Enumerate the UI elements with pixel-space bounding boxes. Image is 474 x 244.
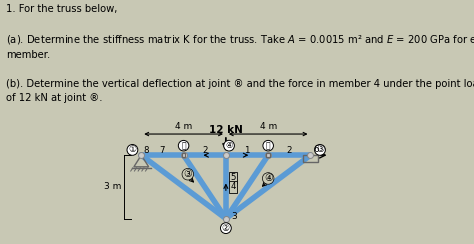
Text: ④: ④: [225, 141, 233, 150]
Bar: [182, 153, 185, 157]
Text: 3 m: 3 m: [104, 183, 121, 191]
Text: 2: 2: [202, 146, 208, 155]
Text: (a). Determine the stiffness matrix K for the truss. Take $A$ = 0.0015 m² and $E: (a). Determine the stiffness matrix K fo…: [6, 33, 474, 60]
Text: ③: ③: [316, 145, 324, 154]
Text: ①: ①: [128, 145, 137, 154]
Text: ④: ④: [264, 173, 273, 183]
Text: ②: ②: [222, 224, 230, 233]
Text: 3: 3: [231, 212, 237, 221]
Text: 4: 4: [230, 183, 236, 191]
Text: 1. For the truss below,: 1. For the truss below,: [6, 4, 117, 14]
Text: (b). Determine the vertical deflection at joint ® and the force in member 4 unde: (b). Determine the vertical deflection a…: [6, 79, 474, 103]
Text: 12 kN: 12 kN: [209, 124, 243, 134]
Text: ⑫: ⑫: [266, 141, 271, 150]
Text: 1: 1: [244, 146, 250, 155]
Bar: [303, 155, 318, 162]
Text: 4 m: 4 m: [175, 122, 192, 132]
Text: 4 m: 4 m: [260, 122, 277, 132]
Bar: [266, 153, 270, 157]
Text: ③: ③: [183, 169, 192, 179]
Text: 8: 8: [143, 146, 149, 155]
Text: 5: 5: [230, 173, 236, 182]
Text: 2: 2: [287, 146, 292, 155]
Text: 7: 7: [160, 146, 165, 155]
Text: 6: 6: [313, 145, 319, 154]
Text: ⑪: ⑪: [181, 141, 186, 150]
